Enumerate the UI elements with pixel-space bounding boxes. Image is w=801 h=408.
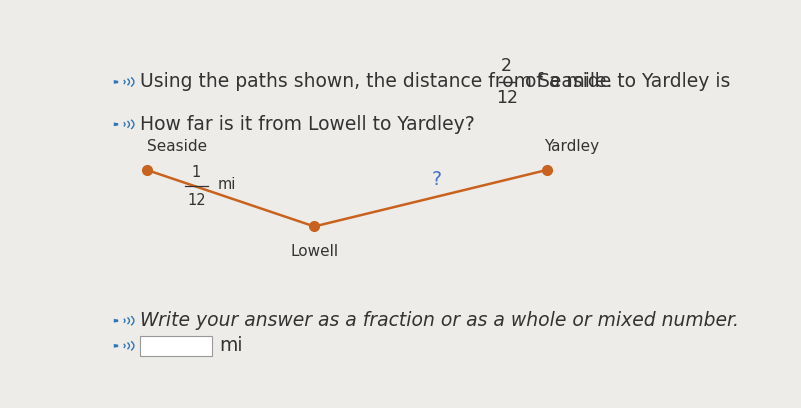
Text: 2: 2 xyxy=(501,57,512,75)
Text: 12: 12 xyxy=(187,193,206,208)
Polygon shape xyxy=(114,80,119,84)
Polygon shape xyxy=(114,319,119,323)
Text: How far is it from Lowell to Yardley?: How far is it from Lowell to Yardley? xyxy=(140,115,475,134)
Text: 1: 1 xyxy=(191,165,201,180)
Text: Seaside: Seaside xyxy=(147,139,207,154)
Text: mi: mi xyxy=(218,177,236,192)
FancyBboxPatch shape xyxy=(140,336,211,356)
Text: mi: mi xyxy=(219,336,243,355)
Text: 12: 12 xyxy=(496,89,517,107)
Text: ?: ? xyxy=(432,170,442,189)
Polygon shape xyxy=(114,122,119,126)
Text: of a mile.: of a mile. xyxy=(525,73,613,91)
Text: Using the paths shown, the distance from Seaside to Yardley is: Using the paths shown, the distance from… xyxy=(140,73,731,91)
Polygon shape xyxy=(114,344,119,348)
Text: Lowell: Lowell xyxy=(290,244,338,259)
Text: Write your answer as a fraction or as a whole or mixed number.: Write your answer as a fraction or as a … xyxy=(140,311,739,330)
Text: Yardley: Yardley xyxy=(544,139,599,154)
